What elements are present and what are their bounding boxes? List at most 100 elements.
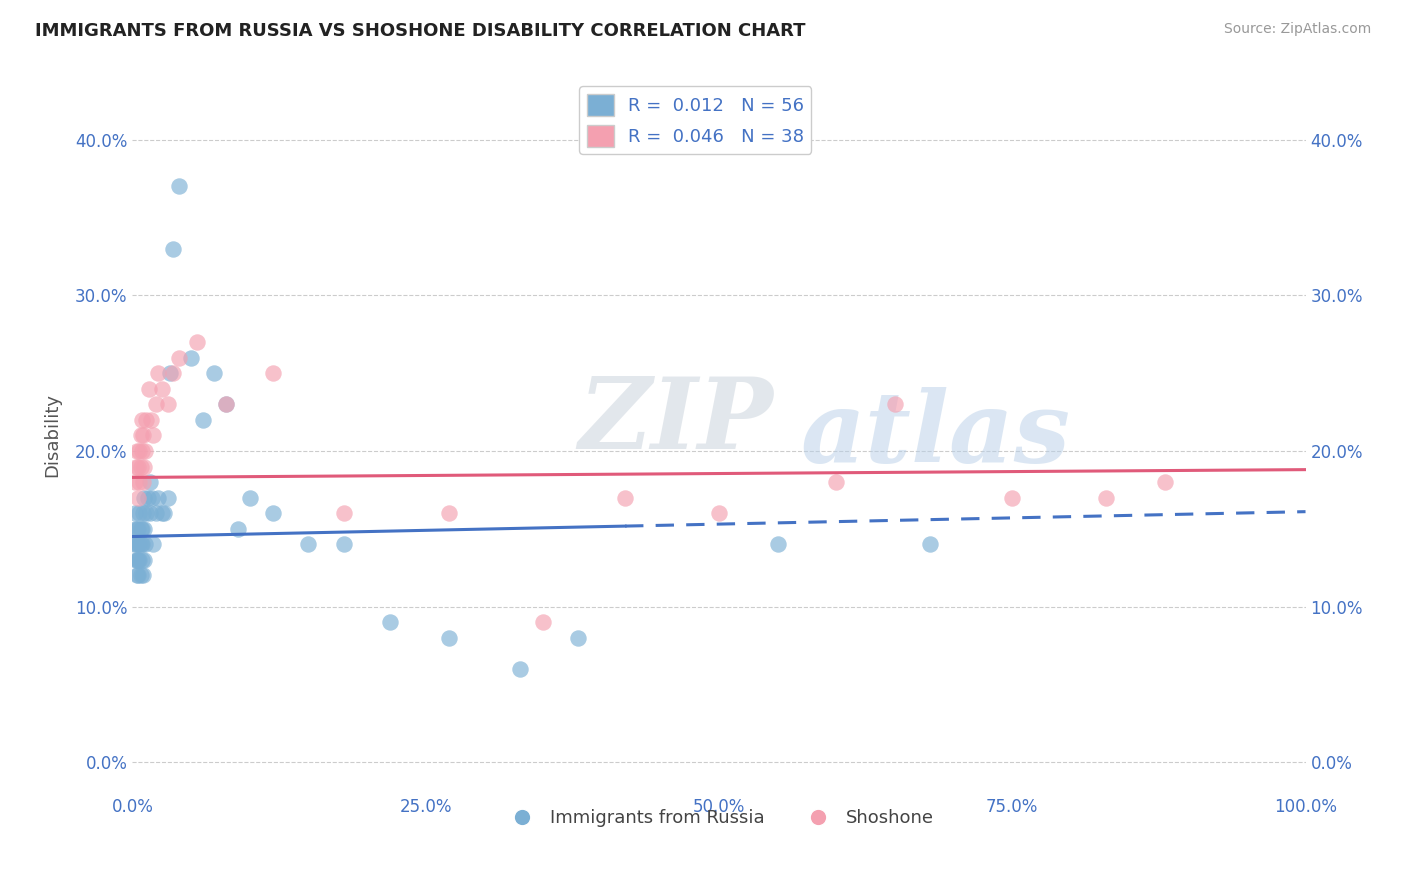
Point: [145, 506, 167, 520]
Point: [437, 631, 460, 645]
Point: [125, 553, 148, 567]
Point: [124, 522, 146, 536]
Point: [156, 491, 179, 505]
Point: [125, 553, 148, 567]
Point: [142, 537, 165, 551]
Point: [766, 537, 789, 551]
Point: [135, 413, 157, 427]
Point: [125, 522, 148, 536]
Point: [129, 459, 152, 474]
Point: [1153, 475, 1175, 489]
Point: [134, 537, 156, 551]
Point: [127, 537, 149, 551]
Point: [128, 553, 150, 567]
Point: [332, 506, 354, 520]
Point: [128, 444, 150, 458]
Point: [150, 506, 173, 520]
Point: [132, 428, 155, 442]
Point: [132, 522, 155, 536]
Point: [297, 537, 319, 551]
Point: [148, 491, 170, 505]
Y-axis label: Disability: Disability: [44, 393, 60, 477]
Point: [127, 491, 149, 505]
Point: [132, 491, 155, 505]
Point: [128, 537, 150, 551]
Point: [129, 428, 152, 442]
Point: [139, 475, 162, 489]
Point: [262, 506, 284, 520]
Point: [134, 444, 156, 458]
Point: [191, 413, 214, 427]
Text: atlas: atlas: [801, 387, 1071, 483]
Point: [186, 334, 208, 349]
Point: [380, 615, 402, 629]
Point: [131, 537, 153, 551]
Point: [132, 553, 155, 567]
Point: [129, 522, 152, 536]
Point: [141, 491, 163, 505]
Point: [159, 366, 181, 380]
Point: [132, 459, 155, 474]
Point: [262, 366, 284, 380]
Point: [567, 631, 589, 645]
Point: [139, 413, 162, 427]
Point: [148, 366, 170, 380]
Point: [531, 615, 554, 629]
Point: [132, 506, 155, 520]
Point: [124, 475, 146, 489]
Point: [162, 366, 184, 380]
Point: [825, 475, 848, 489]
Point: [1001, 491, 1024, 505]
Point: [169, 179, 191, 194]
Point: [162, 242, 184, 256]
Point: [1095, 491, 1118, 505]
Point: [129, 568, 152, 582]
Point: [508, 662, 530, 676]
Point: [131, 413, 153, 427]
Text: ZIP: ZIP: [578, 373, 773, 469]
Point: [135, 506, 157, 520]
Text: IMMIGRANTS FROM RUSSIA VS SHOSHONE DISABILITY CORRELATION CHART: IMMIGRANTS FROM RUSSIA VS SHOSHONE DISAB…: [35, 22, 806, 40]
Point: [131, 553, 153, 567]
Point: [139, 506, 162, 520]
Point: [125, 444, 148, 458]
Point: [128, 506, 150, 520]
Point: [127, 568, 149, 582]
Point: [332, 537, 354, 551]
Point: [156, 397, 179, 411]
Point: [226, 522, 249, 536]
Point: [127, 522, 149, 536]
Point: [131, 522, 153, 536]
Point: [150, 382, 173, 396]
Text: Source: ZipAtlas.com: Source: ZipAtlas.com: [1223, 22, 1371, 37]
Point: [239, 491, 262, 505]
Point: [132, 568, 155, 582]
Point: [128, 475, 150, 489]
Legend: Immigrants from Russia, Shoshone: Immigrants from Russia, Shoshone: [498, 802, 941, 834]
Point: [614, 491, 637, 505]
Point: [920, 537, 942, 551]
Point: [136, 491, 159, 505]
Point: [132, 475, 155, 489]
Point: [437, 506, 460, 520]
Point: [180, 351, 202, 365]
Point: [125, 537, 148, 551]
Point: [883, 397, 905, 411]
Point: [127, 459, 149, 474]
Point: [124, 506, 146, 520]
Point: [215, 397, 238, 411]
Point: [215, 397, 238, 411]
Point: [125, 568, 148, 582]
Point: [131, 444, 153, 458]
Point: [127, 553, 149, 567]
Point: [129, 537, 152, 551]
Point: [204, 366, 226, 380]
Point: [125, 459, 148, 474]
Point: [122, 537, 145, 551]
Point: [707, 506, 730, 520]
Point: [145, 397, 167, 411]
Point: [169, 351, 191, 365]
Point: [138, 382, 160, 396]
Point: [153, 506, 176, 520]
Point: [142, 428, 165, 442]
